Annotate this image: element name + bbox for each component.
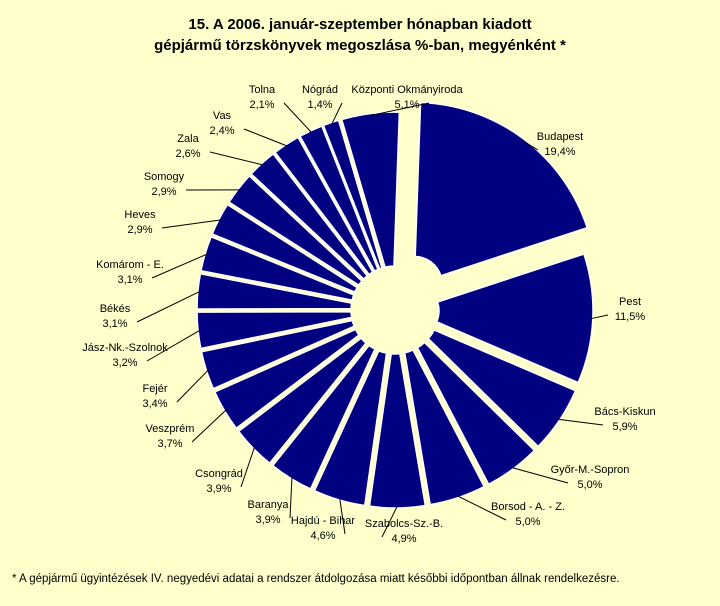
leader-line <box>511 467 569 484</box>
leader-line <box>146 329 201 362</box>
pie-chart: Budapest 19,4% Pest 11,5% Bács-Kiskun 5,9% Győ… <box>82 84 655 545</box>
slice-label: Szabolcs-Sz.-B. <box>365 518 443 530</box>
slice-label: Somogy <box>144 171 185 183</box>
slice-value-label: 3,9% <box>206 483 231 495</box>
leader-line <box>243 128 288 147</box>
slice-label: Békés <box>100 303 131 315</box>
pie-slice <box>322 119 383 270</box>
slice-value-label: 3,1% <box>117 274 142 286</box>
pie-slice <box>227 174 363 287</box>
slice-label: Hajdú - Bihar <box>291 515 356 527</box>
slice-value-label: 19,4% <box>544 146 575 158</box>
leader-line <box>176 369 209 403</box>
leader-line <box>209 151 264 166</box>
slice-value-label: 1,4% <box>307 99 332 111</box>
pie-slice <box>414 101 589 277</box>
slice-value-label: 11,5% <box>615 311 646 323</box>
leader-line <box>381 505 398 538</box>
slice-label: Vas <box>213 110 232 122</box>
slice-value-label: 3,4% <box>142 398 167 410</box>
pie-slice <box>213 328 360 430</box>
leader-line <box>283 102 312 133</box>
slice-value-label: 5,0% <box>515 516 540 528</box>
pie-slice <box>237 337 368 465</box>
slice-value-label: 2,4% <box>209 125 234 137</box>
slice-value-label: 2,9% <box>151 186 176 198</box>
slice-label: Komárom - E. <box>96 259 164 271</box>
footnote: * A gépjármű ügyintézések IV. negyedévi … <box>12 573 620 585</box>
leader-line <box>339 497 346 535</box>
pie-slice <box>196 310 353 350</box>
leader-line <box>151 253 208 279</box>
chart-title: 15. A 2006. január-szeptember hónapban k… <box>0 14 720 56</box>
chart-title-line2: gépjármű törzskönyvek megoszlása %-ban, … <box>154 37 566 54</box>
leader-line <box>457 495 507 521</box>
pie-slice <box>340 111 401 269</box>
leader-line <box>161 219 222 229</box>
slice-label: Győr-M.-Sopron <box>551 464 630 476</box>
leader-line <box>191 409 227 443</box>
slice-label: Bács-Kiskun <box>594 406 655 418</box>
slice-value-label: 2,6% <box>175 148 200 160</box>
pie-slice <box>271 344 376 490</box>
pie-slice <box>274 136 374 276</box>
slice-label: Pest <box>619 296 641 308</box>
slice-value-label: 3,9% <box>255 514 280 526</box>
slice-value-label: 4,6% <box>310 530 335 542</box>
slice-label: Központi Okmányiroda <box>351 84 463 96</box>
leader-line <box>522 140 539 151</box>
slice-value-label: 3,2% <box>112 357 137 369</box>
pie-slice <box>403 348 486 506</box>
pie-slice <box>200 235 355 301</box>
leader-line <box>136 291 201 323</box>
slice-value-label: 5,1% <box>394 99 419 111</box>
slice-value-label: 2,9% <box>127 224 152 236</box>
leader-line <box>370 102 430 117</box>
chart-title-line1: 15. A 2006. január-szeptember hónapban k… <box>188 16 532 33</box>
leader-line <box>240 446 256 488</box>
slice-label: Nógrád <box>302 84 338 96</box>
leader-line <box>590 314 609 320</box>
slice-value-label: 4,9% <box>391 533 416 545</box>
slice-value-label: 2,1% <box>249 99 274 111</box>
pie-slice <box>416 341 536 486</box>
pie-slice <box>211 203 359 294</box>
slice-label: Fejér <box>142 383 167 395</box>
leader-line <box>331 102 343 125</box>
slice-label: Zala <box>177 133 199 145</box>
slice-value-label: 5,9% <box>612 421 637 433</box>
slice-value-label: 3,7% <box>157 438 182 450</box>
pie-slice <box>299 125 379 273</box>
slice-value-label: 3,1% <box>102 318 127 330</box>
pie-slice <box>368 352 427 509</box>
leader-line <box>557 418 604 426</box>
slice-label: Heves <box>124 209 156 221</box>
leader-line <box>289 476 293 519</box>
pie-slice <box>250 152 369 281</box>
slice-label: Csongrád <box>195 468 243 480</box>
slice-label: Veszprém <box>146 423 195 435</box>
pie-slice <box>313 349 388 507</box>
pie-slice <box>200 319 356 390</box>
slice-label: Jász-Nk.-Szolnok <box>82 342 168 354</box>
slice-label: Baranya <box>248 499 290 511</box>
pie-slice <box>435 253 594 384</box>
slice-value-label: 5,0% <box>577 479 602 491</box>
pie-slice <box>427 328 577 448</box>
slice-label: Borsod - A. - Z. <box>491 501 565 513</box>
slice-label: Budapest <box>537 131 583 143</box>
pie-slice <box>196 272 353 310</box>
slice-label: Tolna <box>249 84 276 96</box>
